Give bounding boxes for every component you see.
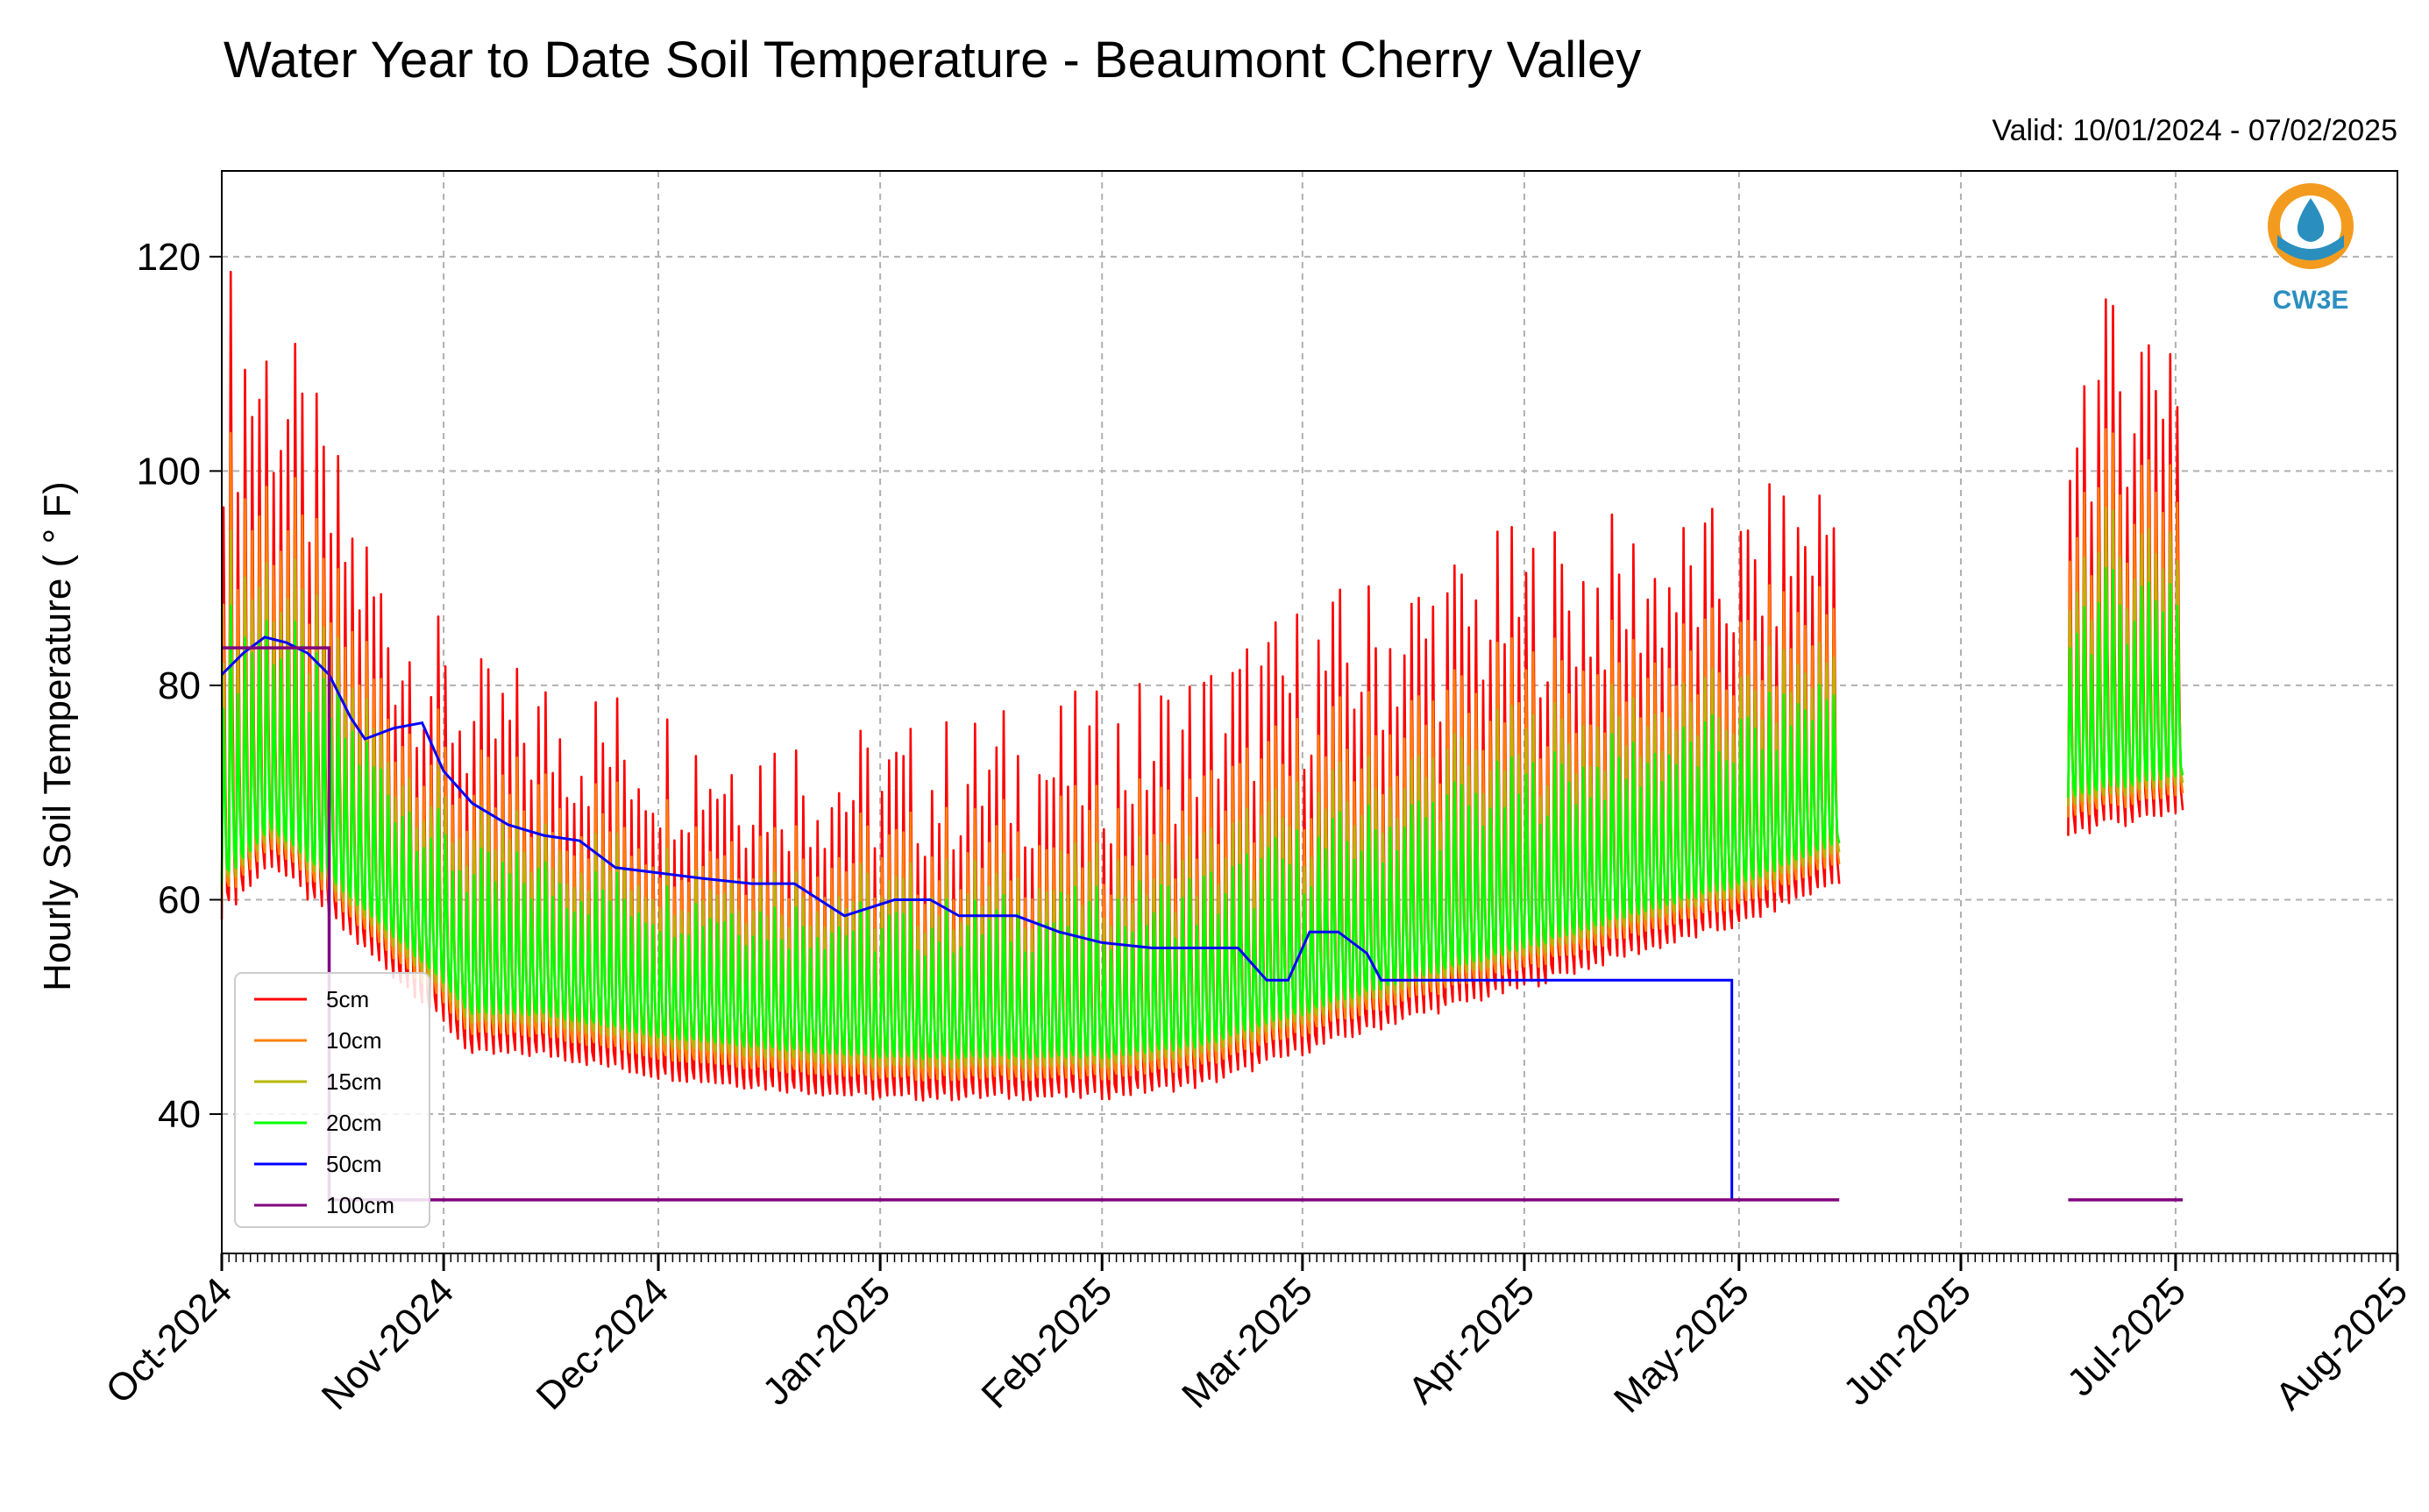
series-20cm	[220, 566, 2184, 1061]
x-tick-label: Jun-2025	[1836, 1269, 1979, 1413]
x-minor-tick-marks	[221, 1253, 2398, 1262]
legend-label-100cm: 100cm	[326, 1192, 394, 1218]
y-tick-label: 60	[158, 878, 201, 921]
x-tick-label: Apr-2025	[1400, 1269, 1543, 1412]
chart-title: Water Year to Date Soil Temperature - Be…	[224, 32, 1641, 89]
x-tick-label: Feb-2025	[973, 1269, 1120, 1416]
x-tick-label: Jul-2025	[2059, 1269, 2194, 1404]
x-minor-ticks	[221, 1253, 2398, 1262]
x-tick-label: Dec-2024	[529, 1269, 678, 1418]
legend-label-5cm: 5cm	[326, 986, 369, 1012]
y-tick-label: 120	[137, 236, 201, 279]
cw3e-logo: CW3E	[2268, 183, 2354, 315]
y-axis-ticks: 40 60 80 100 120	[137, 236, 222, 1136]
logo-wave	[2277, 235, 2344, 260]
logo-text: CW3E	[2273, 286, 2349, 315]
y-axis-label: Hourly Soil Temperature ( ° F)	[36, 481, 79, 991]
series-50cm	[220, 635, 1734, 1200]
x-tick-label: Oct-2024	[97, 1269, 240, 1412]
x-tick-label: Nov-2024	[314, 1269, 463, 1418]
series-100cm	[222, 646, 1840, 1202]
y-tick-label: 100	[137, 450, 201, 493]
x-tick-label: Mar-2025	[1174, 1269, 1321, 1416]
x-tick-label: Jan-2025	[755, 1269, 898, 1413]
x-axis-ticks: Oct-2024 Nov-2024 Dec-2024 Jan-2025 Feb-2025…	[97, 1253, 2416, 1421]
legend-label-10cm: 10cm	[326, 1027, 382, 1054]
legend-label-20cm: 20cm	[326, 1110, 382, 1136]
legend-label-15cm: 15cm	[326, 1068, 382, 1095]
logo-ring	[2268, 183, 2354, 269]
x-tick-label: May-2025	[1606, 1269, 1758, 1421]
y-tick-label: 80	[158, 664, 201, 707]
series-layer	[220, 270, 2184, 1202]
x-tick-label: Aug-2025	[2267, 1269, 2416, 1418]
legend-label-50cm: 50cm	[326, 1151, 382, 1177]
y-tick-label: 40	[158, 1093, 201, 1136]
legend: 5cm 10cm 15cm 20cm 50cm 100cm	[234, 972, 430, 1228]
water-drop-icon	[2297, 198, 2325, 242]
chart-subtitle: Valid: 10/01/2024 - 07/02/2025	[1992, 114, 2397, 147]
